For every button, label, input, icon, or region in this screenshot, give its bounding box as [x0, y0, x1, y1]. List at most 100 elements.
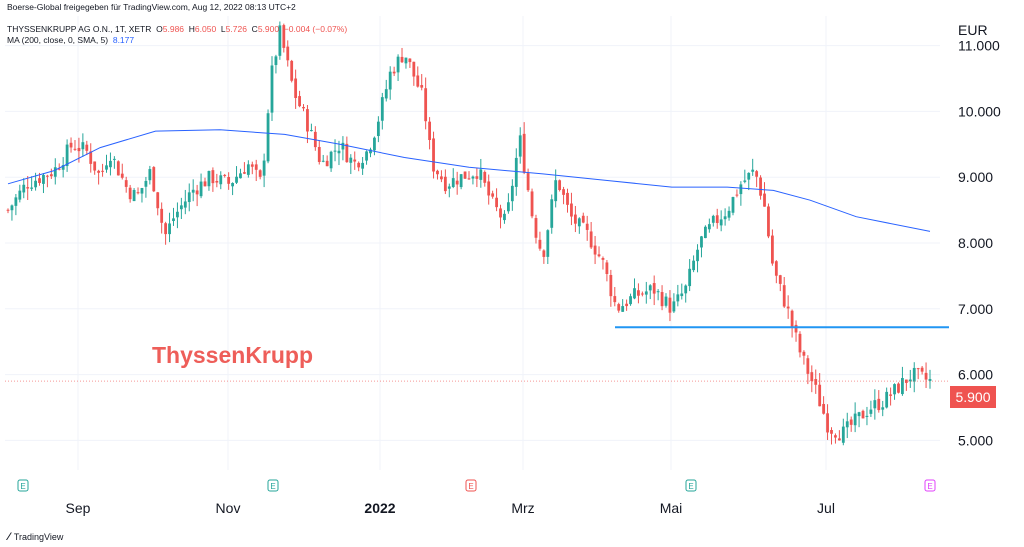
x-tick-label: Sep	[66, 500, 91, 516]
x-tick-label: 2022	[364, 500, 395, 516]
candle-body	[345, 143, 349, 163]
candle-body	[199, 181, 203, 197]
candle-body	[467, 178, 471, 180]
candle-body	[625, 303, 629, 307]
earnings-marker-label: E	[20, 482, 25, 491]
candle-body	[853, 413, 857, 426]
candle-body	[321, 160, 325, 162]
candle-body	[735, 194, 739, 196]
candle-body	[34, 180, 37, 188]
candle-body	[124, 180, 128, 187]
indicator-legend[interactable]: MA (200, close, 0, SMA, 5) 8.177	[7, 35, 134, 45]
candle-body	[538, 239, 542, 249]
candle-body	[774, 261, 778, 276]
candle-body	[400, 56, 404, 63]
candle-body	[751, 169, 755, 172]
candle-body	[810, 372, 814, 382]
high-label: H	[188, 24, 195, 34]
candle-body	[491, 193, 495, 197]
x-tick-label: Mrz	[511, 500, 534, 516]
candle-body	[459, 174, 463, 188]
candle-body	[26, 187, 30, 189]
candle-body	[822, 403, 826, 414]
candle-body	[396, 56, 400, 73]
candle-body	[499, 208, 502, 218]
candle-body	[901, 378, 904, 395]
candle-body	[376, 121, 380, 137]
candle-body	[637, 290, 640, 296]
candle-body	[570, 203, 573, 217]
candle-body	[22, 184, 26, 193]
candle-body	[790, 310, 794, 327]
candle-body	[562, 189, 565, 195]
candle-body	[723, 216, 727, 220]
candle-body	[325, 160, 329, 167]
candle-body	[755, 171, 759, 177]
candle-body	[365, 151, 368, 161]
tradingview-logo[interactable]: ⁄ TradingView	[8, 531, 63, 543]
candle-body	[97, 170, 101, 173]
candle-body	[920, 367, 924, 372]
candle-body	[644, 291, 648, 295]
candle-body	[262, 160, 266, 176]
candle-body	[179, 205, 183, 210]
candle-body	[73, 148, 77, 150]
open-label: O	[156, 24, 163, 34]
candle-body	[120, 173, 124, 178]
candle-body	[916, 368, 920, 370]
candle-body	[219, 175, 223, 185]
candle-body	[885, 391, 889, 408]
candle-body	[530, 191, 534, 217]
candle-body	[266, 113, 270, 162]
candle-body	[235, 176, 238, 183]
candle-body	[392, 71, 396, 74]
x-tick-label: Mai	[660, 500, 683, 516]
candle-body	[443, 176, 447, 192]
candle-body	[672, 301, 676, 312]
candle-body	[65, 144, 69, 167]
candle-body	[656, 291, 660, 293]
candle-body	[128, 187, 132, 200]
candle-body	[507, 202, 510, 212]
source-line: Boerse-Global freigegeben für TradingVie…	[7, 2, 296, 12]
low-value: 5.726	[225, 24, 247, 34]
candle-body	[534, 218, 538, 238]
candle-body	[317, 146, 321, 162]
candle-body	[144, 180, 148, 187]
candle-body	[274, 56, 278, 66]
candle-body	[778, 275, 782, 284]
candle-body	[231, 183, 234, 187]
candle-body	[10, 205, 14, 211]
candle-body	[704, 226, 707, 239]
candle-body	[928, 379, 932, 381]
candle-body	[408, 58, 412, 63]
candle-body	[132, 190, 136, 202]
candle-body	[136, 192, 140, 194]
low-label: L	[220, 24, 226, 34]
candle-body	[826, 413, 829, 433]
candle-body	[89, 151, 93, 164]
candle-body	[258, 170, 262, 177]
candle-body	[361, 162, 365, 169]
symbol-name[interactable]: THYSSENKRUPP AG O.N., 1T, XETR	[7, 24, 152, 34]
candle-body	[841, 426, 845, 443]
earnings-marker-icon	[465, 479, 477, 492]
candle-body	[57, 168, 61, 170]
candle-body	[455, 180, 459, 185]
candle-body	[589, 231, 593, 248]
earnings-marker-label: E	[270, 482, 275, 491]
candle-body	[818, 384, 822, 407]
candle-body	[767, 206, 770, 237]
candle-body	[849, 419, 853, 425]
candle-body	[309, 130, 313, 132]
candle-body	[195, 190, 199, 195]
candle-body	[160, 208, 164, 223]
candle-body	[814, 379, 818, 385]
candle-body	[243, 172, 246, 174]
candle-body	[648, 285, 652, 291]
candle-body	[865, 415, 869, 417]
x-tick-label: Nov	[216, 500, 241, 516]
candle-body	[246, 164, 250, 175]
candle-body	[440, 176, 443, 180]
